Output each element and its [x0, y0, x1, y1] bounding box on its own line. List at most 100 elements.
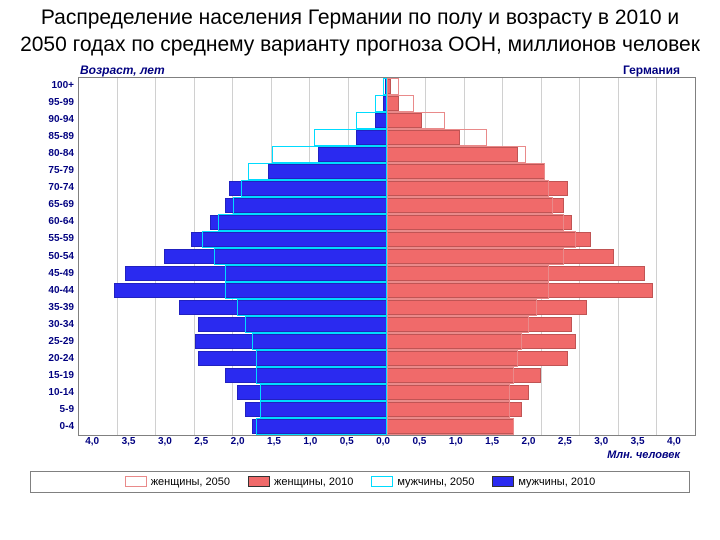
y-tick-label: 25-29: [30, 333, 74, 350]
x-tick-label: 4,0: [656, 436, 692, 447]
bar-women-2050: [387, 350, 518, 367]
y-tick-label: 20-24: [30, 350, 74, 367]
y-tick-label: 90-94: [30, 111, 74, 128]
y-tick-label: 65-69: [30, 196, 74, 213]
x-tick-label: 3,5: [619, 436, 655, 447]
x-tick-label: 2,5: [183, 436, 219, 447]
age-row: [79, 214, 695, 231]
age-row: [79, 146, 695, 163]
y-tick-label: 85-89: [30, 128, 74, 145]
bar-women-2050: [387, 214, 564, 231]
age-row: [79, 265, 695, 282]
bar-women-2050: [387, 384, 510, 401]
y-tick-label: 75-79: [30, 162, 74, 179]
bar-women-2050: [387, 299, 537, 316]
x-tick-label: 2,0: [510, 436, 546, 447]
bar-women-2050: [387, 282, 549, 299]
y-axis-title: Возраст, лет: [80, 63, 165, 77]
bar-women-2050: [387, 333, 522, 350]
bar-women-2050: [387, 95, 414, 112]
bar-men-2050: [248, 163, 387, 180]
legend-item: женщины, 2010: [248, 476, 353, 488]
country-label: Германия: [623, 63, 680, 77]
y-tick-label: 15-19: [30, 367, 74, 384]
bar-women-2050: [387, 146, 526, 163]
x-tick-label: 3,0: [147, 436, 183, 447]
y-tick-label: 95-99: [30, 94, 74, 111]
y-tick-label: 45-49: [30, 265, 74, 282]
y-tick-label: 30-34: [30, 316, 74, 333]
x-tick-label: 3,0: [583, 436, 619, 447]
y-tick-label: 0-4: [30, 418, 74, 435]
x-tick-label: 3,5: [110, 436, 146, 447]
legend-swatch: [125, 476, 147, 487]
x-tick-label: 0,0: [365, 436, 401, 447]
legend: женщины, 2050 женщины, 2010 мужчины, 2050 м…: [30, 471, 690, 493]
y-tick-label: 55-59: [30, 230, 74, 247]
y-tick-label: 40-44: [30, 282, 74, 299]
bar-men-2050: [218, 214, 387, 231]
x-tick-label: 0,5: [401, 436, 437, 447]
bar-women-2050: [387, 180, 549, 197]
bar-men-2050: [256, 418, 387, 435]
age-row: [79, 333, 695, 350]
age-row: [79, 197, 695, 214]
y-tick-label: 80-84: [30, 145, 74, 162]
y-tick-label: 50-54: [30, 248, 74, 265]
bar-women-2050: [387, 163, 545, 180]
x-tick-label: 2,5: [547, 436, 583, 447]
bar-women-2050: [387, 316, 529, 333]
age-row: [79, 129, 695, 146]
x-tick-label: 1,0: [438, 436, 474, 447]
age-row: [79, 299, 695, 316]
bar-men-2050: [252, 333, 387, 350]
age-row: [79, 367, 695, 384]
bar-men-2050: [256, 350, 387, 367]
legend-label: женщины, 2050: [151, 476, 230, 488]
bar-men-2050: [214, 248, 387, 265]
bar-men-2050: [314, 129, 387, 146]
bar-men-2050: [356, 112, 387, 129]
bar-men-2050: [260, 401, 387, 418]
legend-swatch: [492, 476, 514, 487]
age-row: [79, 248, 695, 265]
age-row: [79, 231, 695, 248]
bar-men-2050: [256, 367, 387, 384]
legend-item: мужчины, 2050: [371, 476, 474, 488]
legend-label: мужчины, 2050: [397, 476, 474, 488]
population-pyramid: Возраст, лет Германия 100+95-9990-9485-8…: [10, 63, 710, 493]
bar-women-2050: [387, 401, 510, 418]
age-row: [79, 401, 695, 418]
x-tick-label: 1,0: [292, 436, 328, 447]
age-row: [79, 384, 695, 401]
legend-swatch: [248, 476, 270, 487]
bar-women-2050: [387, 248, 564, 265]
age-row: [79, 112, 695, 129]
age-row: [79, 180, 695, 197]
bars-container: [79, 78, 695, 435]
x-axis-title: Млн. человек: [10, 449, 710, 461]
bar-women-2050: [387, 265, 549, 282]
bar-women-2050: [387, 231, 576, 248]
x-tick-label: 2,0: [219, 436, 255, 447]
bar-men-2050: [237, 299, 387, 316]
y-tick-label: 100+: [30, 77, 74, 94]
bar-women-2050: [387, 129, 487, 146]
x-tick-label: 0,5: [329, 436, 365, 447]
bar-men-2050: [375, 95, 387, 112]
chart-title: Распределение населения Германии по полу…: [0, 0, 720, 59]
y-tick-label: 5-9: [30, 401, 74, 418]
bar-women-2050: [387, 78, 399, 95]
bar-men-2050: [233, 197, 387, 214]
x-axis-labels: 4,03,53,02,52,01,51,00,50,00,51,01,52,02…: [74, 436, 692, 447]
y-tick-label: 60-64: [30, 213, 74, 230]
bar-men-2050: [245, 316, 387, 333]
x-tick-label: 1,5: [474, 436, 510, 447]
legend-label: женщины, 2010: [274, 476, 353, 488]
legend-item: мужчины, 2010: [492, 476, 595, 488]
age-row: [79, 282, 695, 299]
bar-women-2050: [387, 367, 514, 384]
age-row: [79, 95, 695, 112]
bar-men-2050: [260, 384, 387, 401]
plot-area: [78, 77, 696, 436]
